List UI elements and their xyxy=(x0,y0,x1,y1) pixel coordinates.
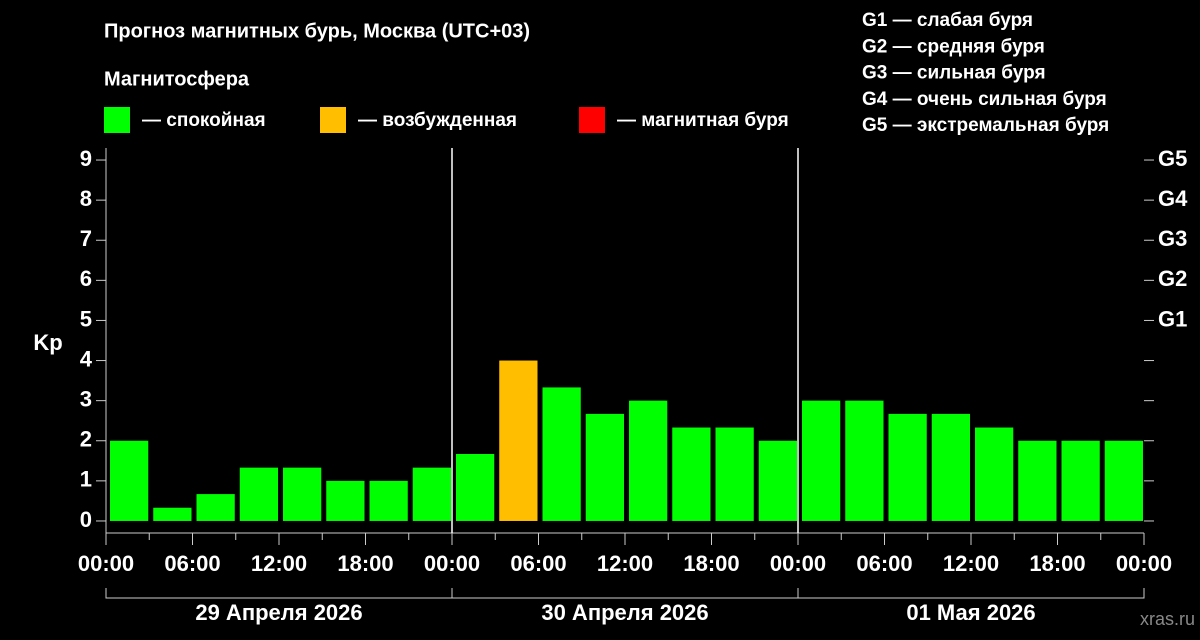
y-tick-label: 7 xyxy=(80,226,92,251)
x-tick-label: 12:00 xyxy=(943,551,999,576)
bar xyxy=(585,413,624,521)
bar xyxy=(1104,440,1143,521)
x-tick-label: 18:00 xyxy=(337,551,393,576)
x-tick-label: 06:00 xyxy=(164,551,220,576)
bar xyxy=(499,360,538,521)
legend-label: — возбужденная xyxy=(358,110,517,131)
x-tick-label: 00:00 xyxy=(78,551,134,576)
chart-title: Прогноз магнитных бурь, Москва (UTC+03) xyxy=(104,20,530,42)
bar xyxy=(542,387,581,521)
y2-tick-label: G1 xyxy=(1158,306,1187,331)
storm-scale-entry: G3 — сильная буря xyxy=(862,63,1046,84)
day-bracket xyxy=(797,588,1145,599)
day-label: 01 Мая 2026 xyxy=(906,600,1035,625)
bar xyxy=(369,480,408,521)
y-tick-label: 4 xyxy=(80,346,93,371)
y2-tick-label: G3 xyxy=(1158,226,1187,251)
bar xyxy=(845,400,884,521)
y2-tick-label: G4 xyxy=(1158,186,1188,211)
bar xyxy=(802,400,841,521)
x-tick-label: 06:00 xyxy=(510,551,566,576)
y-tick-label: 6 xyxy=(80,266,92,291)
x-tick-label: 00:00 xyxy=(770,551,826,576)
storm-scale-entry: G5 — экстремальная буря xyxy=(862,115,1109,136)
day-label: 29 Апреля 2026 xyxy=(195,600,362,625)
bar xyxy=(1018,440,1057,521)
x-tick-label: 00:00 xyxy=(424,551,480,576)
bar xyxy=(456,453,495,521)
legend-label: — магнитная буря xyxy=(617,110,789,131)
legend-swatch xyxy=(104,107,130,133)
y-tick-label: 0 xyxy=(80,507,92,532)
storm-scale-entry: G2 — средняя буря xyxy=(862,36,1045,57)
bar xyxy=(931,413,970,521)
x-tick-label: 18:00 xyxy=(683,551,739,576)
bar xyxy=(888,413,927,521)
subtitle: Магнитосфера xyxy=(104,68,250,90)
day-label: 30 Апреля 2026 xyxy=(541,600,708,625)
bar xyxy=(110,440,149,521)
bar xyxy=(672,427,711,521)
storm-scale-entry: G1 — слабая буря xyxy=(862,10,1033,31)
legend-label: — спокойная xyxy=(142,110,266,131)
y-tick-label: 8 xyxy=(80,186,92,211)
y2-tick-label: G2 xyxy=(1158,266,1187,291)
bar xyxy=(196,494,235,521)
y-tick-label: 9 xyxy=(80,146,92,171)
x-tick-label: 06:00 xyxy=(856,551,912,576)
bar xyxy=(1061,440,1100,521)
bar xyxy=(758,440,797,521)
bar xyxy=(153,507,192,521)
bar xyxy=(239,467,278,521)
legend-swatch xyxy=(320,107,346,133)
x-tick-label: 12:00 xyxy=(597,551,653,576)
watermark: xras.ru xyxy=(1140,609,1195,629)
bar xyxy=(326,480,365,521)
bar xyxy=(975,427,1014,521)
x-tick-label: 12:00 xyxy=(251,551,307,576)
x-tick-label: 18:00 xyxy=(1029,551,1085,576)
bar xyxy=(715,427,754,521)
y2-tick-label: G5 xyxy=(1158,146,1187,171)
x-tick-label: 00:00 xyxy=(1116,551,1172,576)
y-tick-label: 1 xyxy=(80,467,92,492)
y-axis-label: Kp xyxy=(33,330,62,355)
y-tick-label: 5 xyxy=(80,306,92,331)
bar xyxy=(283,467,322,521)
bar xyxy=(629,400,668,521)
bar xyxy=(412,467,451,521)
storm-scale-entry: G4 — очень сильная буря xyxy=(862,89,1107,110)
y-tick-label: 3 xyxy=(80,386,92,411)
y-tick-label: 2 xyxy=(80,427,92,452)
legend-swatch xyxy=(579,107,605,133)
